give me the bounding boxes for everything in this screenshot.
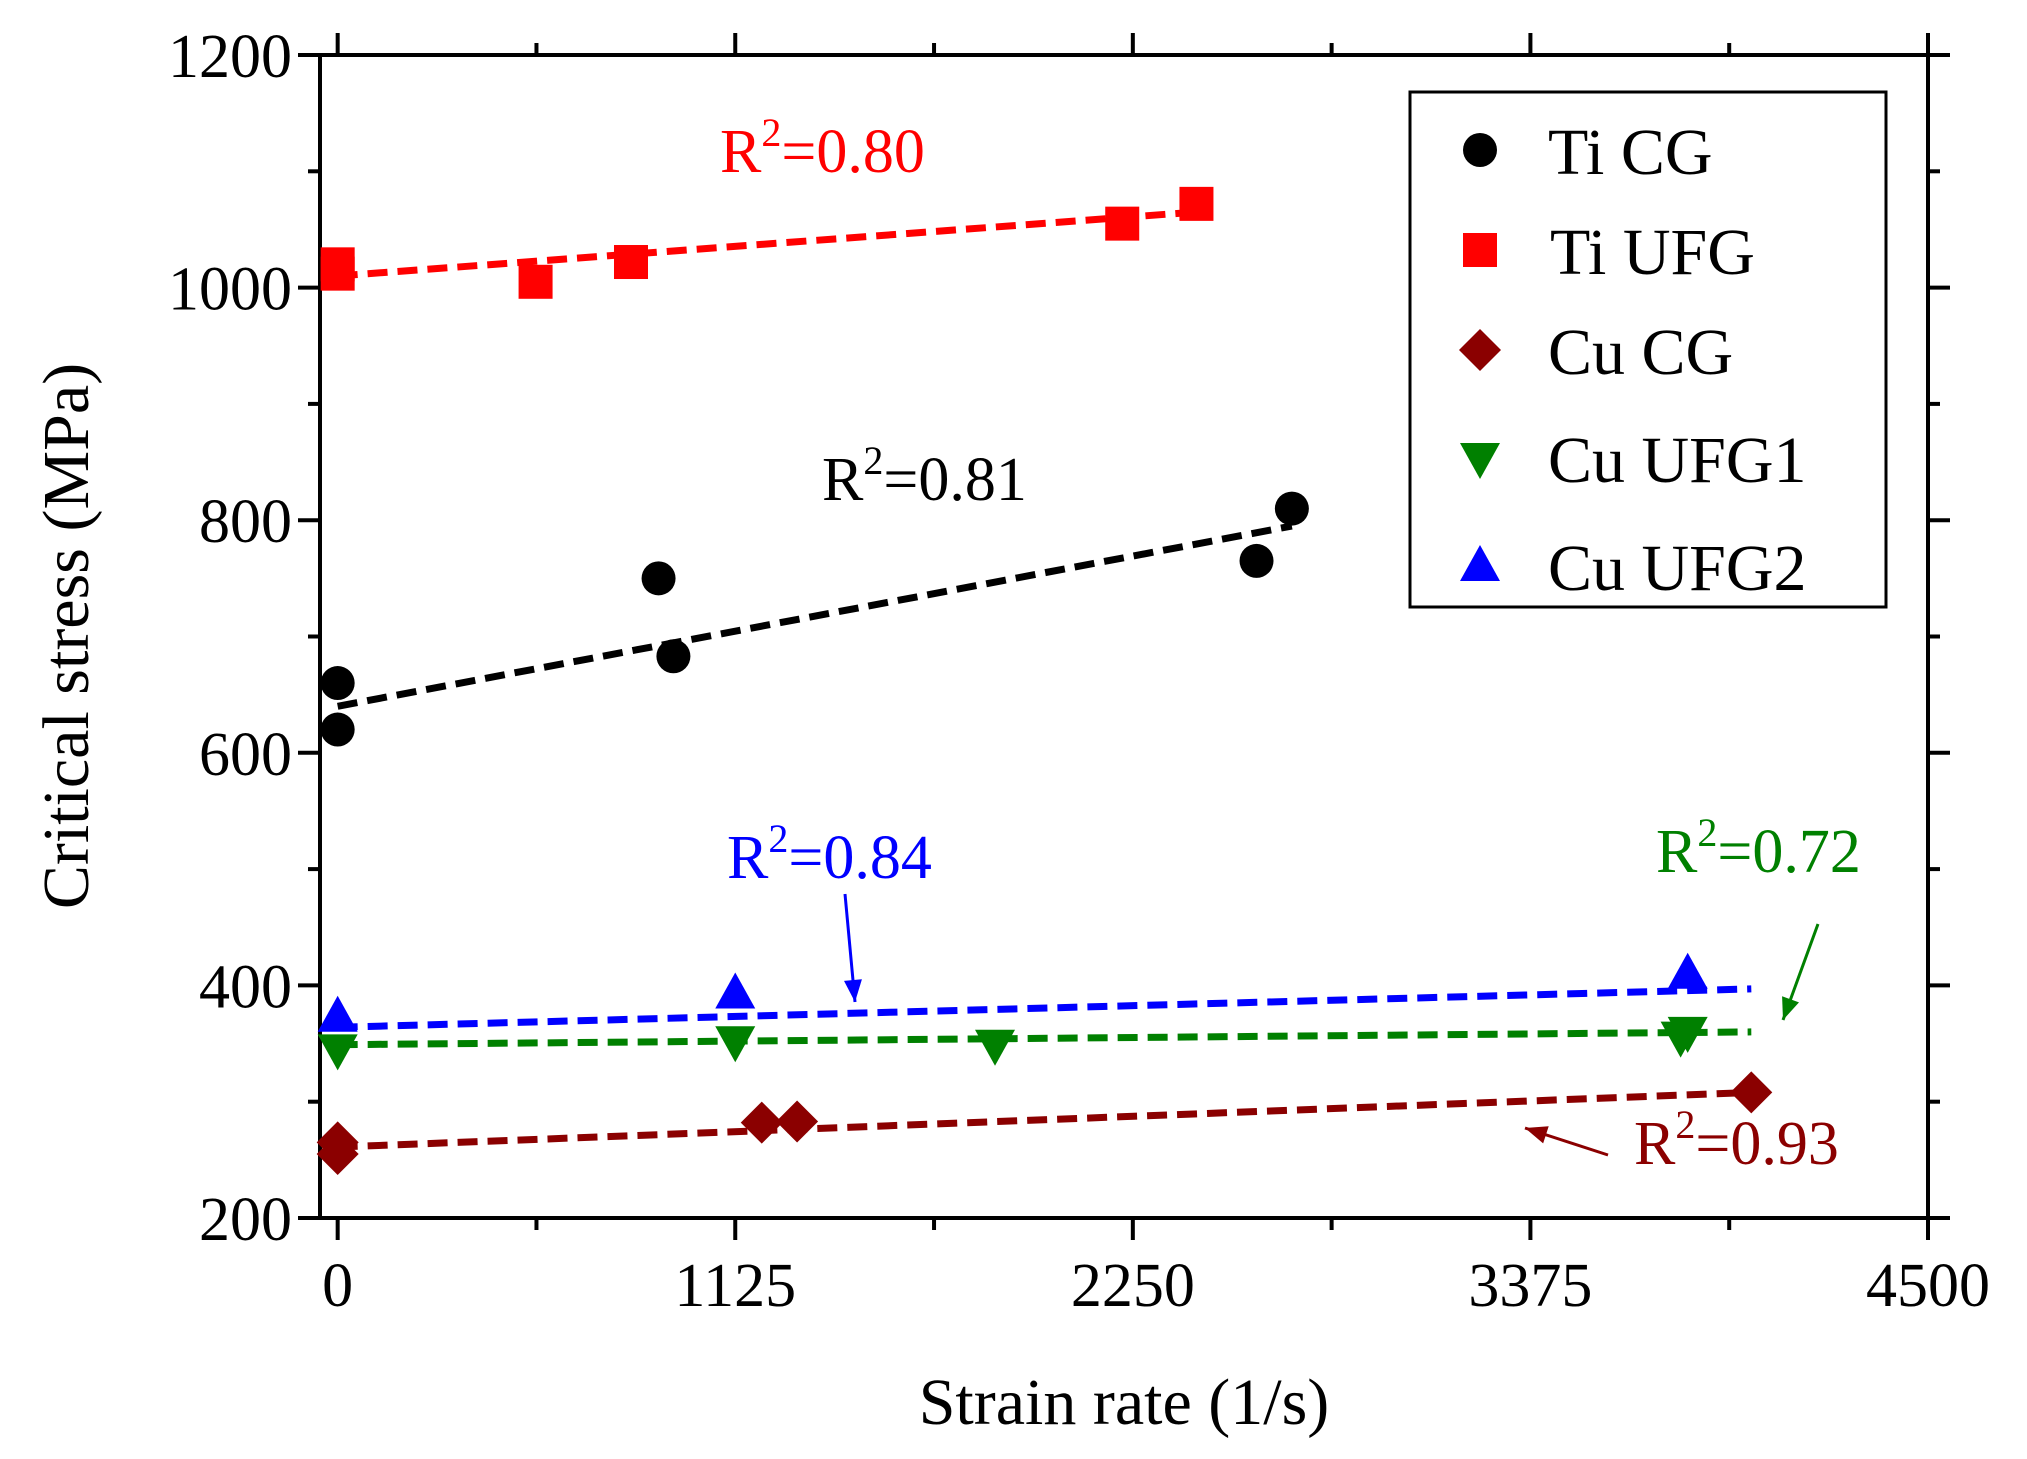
r2-value: =0.93	[1695, 1110, 1838, 1178]
y-tick-label: 800	[199, 488, 292, 556]
y-axis-title: Critical stress (MPa)	[30, 363, 103, 909]
legend-label-ti-ufg: Ti UFG	[1550, 216, 1755, 289]
fit-lines-group	[337, 208, 1752, 1151]
r2-value: =0.72	[1717, 818, 1860, 886]
legend-label-cu-ufg1: Cu UFG1	[1548, 424, 1807, 497]
point-cu-ufg2	[317, 995, 358, 1032]
r2-superscript: 2	[1675, 1102, 1695, 1147]
r2-value: =0.81	[883, 446, 1026, 514]
point-ti-cg	[320, 712, 355, 747]
legend-label-cu-cg: Cu CG	[1548, 316, 1733, 389]
point-cu-ufg2	[1667, 952, 1708, 989]
x-tick-label: 0	[322, 1252, 353, 1320]
point-ti-cg	[656, 639, 691, 674]
r2-symbol: R	[720, 118, 762, 186]
x-axis-title: Strain rate (1/s)	[919, 1366, 1330, 1439]
r2-label-ti-cg: R2=0.81	[822, 438, 1027, 514]
annotation-arrows-group	[843, 893, 1820, 1157]
point-ti-cg	[320, 666, 355, 701]
r2-superscript: 2	[768, 816, 788, 861]
point-ti-cg	[641, 561, 676, 596]
r2-superscript: 2	[761, 110, 781, 155]
point-ti-cg	[1274, 491, 1309, 526]
y-tick-label: 400	[199, 953, 292, 1021]
arrow-cu-ufg1-head	[1782, 996, 1799, 1020]
point-ti-ufg	[518, 264, 553, 299]
x-tick-label: 4500	[1866, 1252, 1990, 1320]
point-ti-ufg	[320, 247, 355, 282]
x-tick-label: 2250	[1071, 1252, 1195, 1320]
point-cu-ufg1	[317, 1034, 358, 1071]
legend-label-ti-cg: Ti CG	[1548, 116, 1713, 189]
point-cu-ufg1	[715, 1026, 756, 1063]
legend-label-cu-ufg2: Cu UFG2	[1548, 532, 1807, 605]
point-ti-ufg	[1105, 206, 1140, 241]
y-tick-label: 200	[199, 1186, 292, 1254]
legend-marker-ti-ufg	[1463, 233, 1497, 267]
r2-superscript: 2	[1697, 810, 1717, 855]
r2-label-cu-cg: R2=0.93	[1634, 1102, 1839, 1178]
legend-marker-cu-ufg2	[1460, 545, 1500, 581]
point-ti-ufg	[1179, 186, 1214, 221]
fit-line-ti-cg	[337, 522, 1293, 710]
point-ti-ufg	[613, 245, 648, 280]
legend-marker-cu-ufg1	[1460, 443, 1500, 479]
fit-line-cu-cg	[337, 1088, 1752, 1151]
y-tick-label: 1200	[168, 23, 292, 91]
x-tick-label: 3375	[1468, 1252, 1592, 1320]
r2-symbol: R	[822, 446, 864, 514]
point-cu-ufg2	[715, 972, 756, 1009]
r2-superscript: 2	[863, 438, 883, 483]
fit-line-cu-ufg1	[337, 1028, 1752, 1049]
y-tick-label: 600	[199, 721, 292, 789]
point-cu-cg	[316, 1121, 359, 1164]
r2-label-cu-ufg2: R2=0.84	[727, 816, 932, 892]
point-cu-cg	[776, 1100, 819, 1143]
fit-line-cu-ufg2	[337, 985, 1752, 1031]
r2-symbol: R	[727, 824, 769, 892]
point-ti-cg	[1239, 543, 1274, 578]
x-tick-label: 1125	[674, 1252, 796, 1320]
fit-line-ti-ufg	[337, 208, 1197, 280]
legend-marker-cu-cg	[1459, 329, 1501, 371]
r2-value: =0.80	[781, 118, 924, 186]
point-cu-cg	[740, 1101, 783, 1144]
point-cu-ufg1	[1667, 1016, 1708, 1053]
legend-marker-ti-cg	[1463, 133, 1497, 167]
legend: Ti CG Ti UFG Cu CG Cu UFG1 Cu UFG2	[1408, 90, 1888, 609]
ticks-group: 0 1125 2250 3375 4500 200 400 600 800 1000 1200	[168, 23, 1990, 1320]
r2-symbol: R	[1656, 818, 1698, 886]
arrow-cu-cg-head	[1525, 1126, 1549, 1144]
r2-value: =0.84	[788, 824, 931, 892]
data-points-group	[316, 186, 1773, 1176]
point-cu-ufg1	[975, 1029, 1016, 1066]
r2-symbol: R	[1634, 1110, 1676, 1178]
r2-label-cu-ufg1: R2=0.72	[1656, 810, 1861, 886]
y-tick-label: 1000	[168, 256, 292, 324]
arrow-cu-ufg2-head	[844, 979, 862, 1002]
r2-label-ti-ufg: R2=0.80	[720, 110, 925, 186]
point-cu-cg	[1730, 1071, 1773, 1114]
